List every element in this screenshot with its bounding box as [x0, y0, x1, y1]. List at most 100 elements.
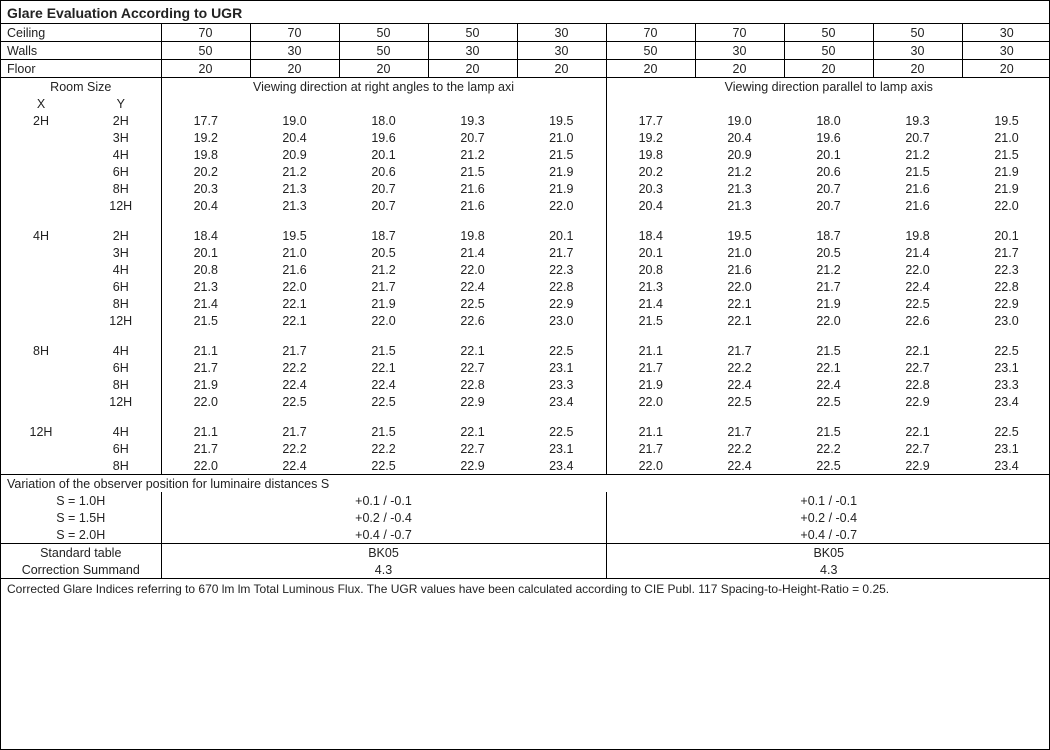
ugr-left-cell: 22.0: [161, 393, 250, 410]
ugr-right-cell: 19.0: [695, 112, 784, 129]
room-y-cell: 8H: [81, 457, 161, 475]
ugr-right-cell: 22.4: [695, 457, 784, 475]
room-x-header: X: [1, 95, 81, 112]
ugr-right-cell: 22.5: [962, 423, 1050, 440]
ugr-left-cell: 22.5: [339, 393, 428, 410]
ugr-left-cell: 22.2: [339, 440, 428, 457]
room-y-cell: 12H: [81, 197, 161, 214]
room-x-cell: 12H: [1, 423, 81, 440]
ugr-left-cell: 21.2: [339, 261, 428, 278]
ugr-right-cell: 21.7: [606, 440, 695, 457]
ugr-left-cell: 22.0: [517, 197, 606, 214]
param-left-cell: 30: [428, 42, 517, 60]
ugr-left-cell: 22.4: [250, 376, 339, 393]
ugr-right-cell: 23.4: [962, 457, 1050, 475]
ugr-left-cell: 22.1: [339, 359, 428, 376]
param-left-cell: 30: [517, 42, 606, 60]
param-label: Ceiling: [1, 24, 161, 42]
ugr-right-cell: 22.5: [962, 342, 1050, 359]
room-y-cell: 6H: [81, 163, 161, 180]
room-x-cell: 2H: [1, 112, 81, 129]
ugr-left-cell: 22.8: [428, 376, 517, 393]
ugr-right-cell: 20.1: [784, 146, 873, 163]
ugr-right-cell: 22.9: [873, 393, 962, 410]
param-right-cell: 50: [784, 24, 873, 42]
ugr-right-cell: 21.5: [784, 423, 873, 440]
room-y-cell: 4H: [81, 423, 161, 440]
ugr-right-cell: 21.3: [606, 278, 695, 295]
ugr-right-cell: 20.7: [873, 129, 962, 146]
ugr-right-cell: 22.0: [606, 393, 695, 410]
ugr-left-cell: 21.3: [250, 197, 339, 214]
room-y-cell: 6H: [81, 359, 161, 376]
ugr-left-cell: 20.5: [339, 244, 428, 261]
page-title: Glare Evaluation According to UGR: [1, 1, 1049, 24]
ugr-right-cell: 20.1: [962, 227, 1050, 244]
ugr-left-cell: 23.1: [517, 440, 606, 457]
room-y-header: Y: [81, 95, 161, 112]
room-y-cell: 12H: [81, 312, 161, 329]
ugr-right-cell: 21.7: [962, 244, 1050, 261]
room-y-cell: 4H: [81, 261, 161, 278]
ugr-right-cell: 21.9: [784, 295, 873, 312]
ugr-left-cell: 22.5: [517, 423, 606, 440]
param-right-cell: 70: [606, 24, 695, 42]
correction-left: 4.3: [161, 561, 606, 579]
ugr-right-cell: 22.4: [695, 376, 784, 393]
param-left-cell: 20: [250, 60, 339, 78]
ugr-right-cell: 22.2: [784, 440, 873, 457]
ugr-left-cell: 21.9: [517, 163, 606, 180]
ugr-left-cell: 20.4: [250, 129, 339, 146]
ugr-left-cell: 21.4: [161, 295, 250, 312]
ugr-right-cell: 23.1: [962, 440, 1050, 457]
room-y-cell: 4H: [81, 342, 161, 359]
ugr-left-cell: 18.7: [339, 227, 428, 244]
ugr-right-cell: 20.2: [606, 163, 695, 180]
ugr-right-cell: 21.0: [962, 129, 1050, 146]
param-left-cell: 30: [517, 24, 606, 42]
ugr-left-cell: 22.9: [517, 295, 606, 312]
room-x-cell: [1, 440, 81, 457]
ugr-left-cell: 17.7: [161, 112, 250, 129]
ugr-left-cell: 19.0: [250, 112, 339, 129]
room-x-cell: [1, 146, 81, 163]
ugr-right-cell: 19.6: [784, 129, 873, 146]
ugr-right-cell: 19.8: [606, 146, 695, 163]
room-y-cell: 8H: [81, 180, 161, 197]
param-right-cell: 20: [873, 60, 962, 78]
ugr-left-cell: 22.1: [428, 342, 517, 359]
param-left-cell: 50: [339, 24, 428, 42]
ugr-right-cell: 19.3: [873, 112, 962, 129]
ugr-right-cell: 21.7: [695, 342, 784, 359]
ugr-left-cell: 21.4: [428, 244, 517, 261]
ugr-left-cell: 22.1: [428, 423, 517, 440]
room-y-cell: 3H: [81, 129, 161, 146]
correction-label: Correction Summand: [1, 561, 161, 579]
ugr-left-cell: 19.3: [428, 112, 517, 129]
room-x-cell: [1, 312, 81, 329]
ugr-right-cell: 18.4: [606, 227, 695, 244]
ugr-left-cell: 22.5: [250, 393, 339, 410]
param-left-cell: 20: [517, 60, 606, 78]
variation-title: Variation of the observer position for l…: [1, 475, 1050, 493]
ugr-right-cell: 22.9: [962, 295, 1050, 312]
room-y-cell: 8H: [81, 295, 161, 312]
room-x-cell: [1, 180, 81, 197]
ugr-left-cell: 20.4: [161, 197, 250, 214]
ugr-left-cell: 21.9: [517, 180, 606, 197]
room-x-cell: 4H: [1, 227, 81, 244]
ugr-left-cell: 22.4: [428, 278, 517, 295]
ugr-right-cell: 22.1: [784, 359, 873, 376]
ugr-right-cell: 22.7: [873, 359, 962, 376]
param-right-cell: 50: [784, 42, 873, 60]
room-x-cell: 8H: [1, 342, 81, 359]
ugr-left-cell: 23.0: [517, 312, 606, 329]
ugr-right-cell: 22.3: [962, 261, 1050, 278]
ugr-right-cell: 22.0: [873, 261, 962, 278]
ugr-left-cell: 22.9: [428, 457, 517, 475]
variation-label: S = 1.0H: [1, 492, 161, 509]
ugr-right-cell: 22.1: [873, 342, 962, 359]
ugr-left-cell: 22.0: [161, 457, 250, 475]
ugr-left-cell: 20.1: [517, 227, 606, 244]
room-y-cell: 8H: [81, 376, 161, 393]
